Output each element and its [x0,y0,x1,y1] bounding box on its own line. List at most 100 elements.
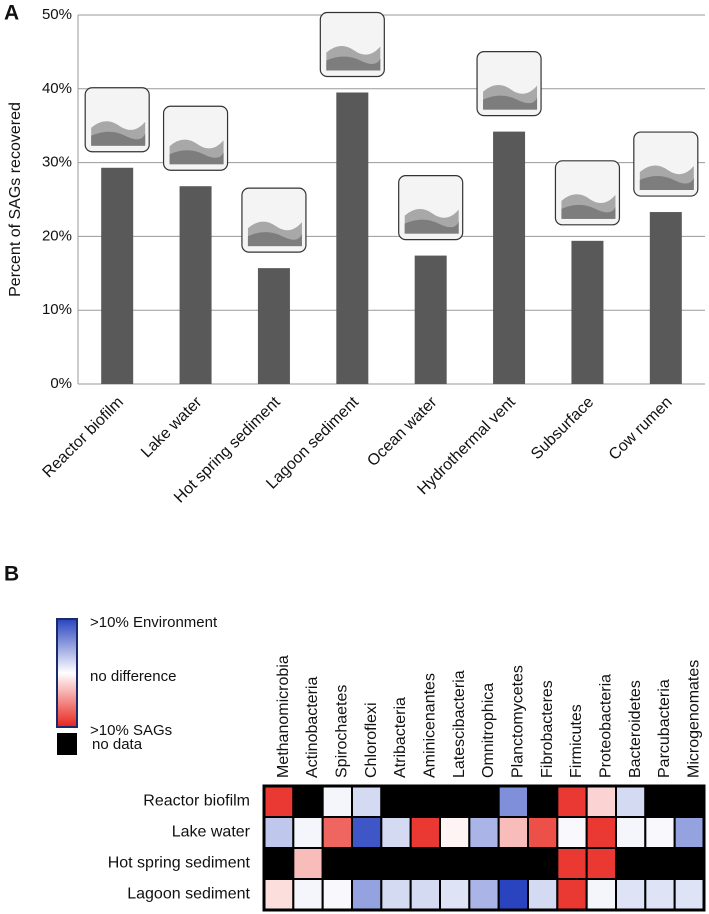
column-label: Firmicutes [568,704,585,778]
heatmap-cell [644,847,676,880]
heatmap-cell [292,878,324,911]
heatmap-cell [497,816,529,849]
heatmap-cell [644,878,676,911]
heatmap-cell [497,878,529,911]
x-tick-label: Cow rumen [606,394,676,464]
icon-shape [169,150,224,165]
icon-shape [326,56,381,71]
heatmap-cell [644,785,676,818]
bar [571,240,604,384]
panel-label: B [4,563,19,586]
heatmap-cell [321,847,353,880]
x-tick-label: Reactor biofilm [40,394,127,481]
column-label: Aminicenantes [422,673,439,778]
bar [649,212,682,384]
column-label: Fibrobacteres [539,680,556,778]
y-tick-label: 50% [42,6,72,23]
heatmap-cell [263,878,295,911]
column-label: Proteobacteria [598,674,615,778]
icon-shape [404,219,459,234]
heatmap-cell [380,847,412,880]
heatmap-cell [497,847,529,880]
heatmap-cell [439,816,471,849]
no-data-label: no data [92,736,143,753]
heatmap-cell [615,785,647,818]
column-label: Atribacteria [392,697,409,778]
heatmap-cell [351,816,383,849]
heatmap-cell [468,816,500,849]
heatmap-cell [380,816,412,849]
bar [493,131,526,384]
heatmap-cell [409,878,441,911]
heatmap-cell [321,878,353,911]
bar [414,255,447,384]
colorbar-label: >10% Environment [90,614,218,631]
heatmap-cell [409,816,441,849]
heatmap-cell [556,878,588,911]
heatmap-cell [673,816,706,849]
heatmap-cell [527,847,559,880]
row-label: Lake water [172,824,251,841]
heatmap-cell [468,878,500,911]
icon [319,11,385,78]
heatmap-cell [527,785,559,818]
no-data-swatch [57,733,77,755]
y-tick-label: 40% [42,80,72,97]
heatmap-cell [497,785,529,818]
column-label: Latescibacteria [451,670,468,778]
heatmap-cell [351,878,383,911]
row-label: Reactor biofilm [143,793,250,810]
icon [398,174,464,241]
heatmap-cell [380,785,412,818]
heatmap-cell [439,847,471,880]
column-label: Methanomicrobia [275,655,292,778]
heatmap-cell [615,816,647,849]
bar [179,186,212,384]
icon-shape [91,131,146,146]
heatmap-cell [321,785,353,818]
heatmap-cell [263,847,295,880]
bar [101,167,134,384]
y-tick-label: 30% [42,154,72,171]
column-label: Planctomycetes [510,665,527,778]
row-label: Hot spring sediment [108,855,251,872]
heatmap-cell [468,847,500,880]
heatmap-cell [585,785,618,818]
x-tick-label: Subsurface [528,394,597,463]
column-label: Omnitrophica [480,683,497,778]
icon-shape [247,232,302,247]
colorbar [56,618,78,728]
heatmap-cell [556,785,588,818]
heatmap-cell [351,785,383,818]
icon [84,87,150,153]
heatmap-cell [321,816,353,849]
heatmap-cell [468,785,500,818]
column-label: Bacteroidetes [627,680,644,778]
colorbar-label: >10% SAGs [90,722,172,739]
icon [554,160,621,226]
icon [476,51,542,117]
column-label: Chloroflexi [363,702,380,778]
bar [336,92,369,385]
heatmap-cell [409,847,441,880]
heatmap-cell [439,878,471,911]
column-label: Parcubacteria [656,679,673,778]
column-label: Actinobacteria [304,677,321,778]
heatmap-cell [439,785,471,818]
bar [257,268,290,384]
y-tick-label: 20% [42,227,72,244]
column-label: Spirochaetes [334,685,351,778]
heatmap-cell [292,816,324,849]
icon [241,187,307,253]
heatmap-cell [615,847,647,880]
row-label: Lagoon sediment [127,886,250,903]
heatmap-cell [556,847,588,880]
heatmap-cell [644,816,676,849]
x-tick-label: Ocean water [364,393,441,470]
icon [633,131,699,197]
heatmap-border [262,784,706,912]
icon-shape [483,95,538,110]
x-tick-label: Lake water [138,393,206,461]
